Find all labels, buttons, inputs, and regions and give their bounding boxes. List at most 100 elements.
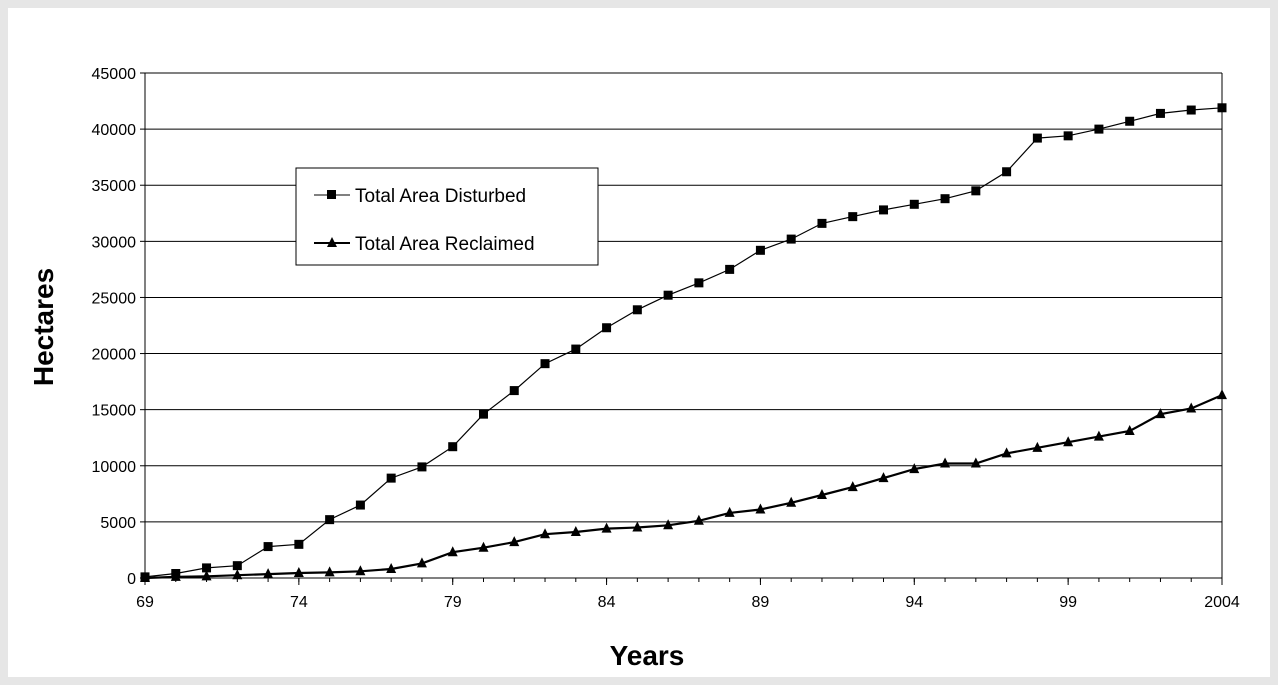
data-point-disturbed	[263, 542, 273, 552]
data-point-reclaimed	[386, 563, 397, 574]
y-tick-label: 20000	[92, 347, 137, 364]
series-line-reclaimed	[144, 394, 1223, 580]
data-point-reclaimed	[570, 525, 581, 536]
x-tick-label: 89	[752, 594, 770, 611]
data-point-disturbed	[509, 386, 519, 396]
data-point-reclaimed	[847, 481, 858, 492]
data-point-reclaimed	[786, 496, 797, 507]
data-point-disturbed	[540, 359, 550, 369]
legend-label-reclaimed: Total Area Reclaimed	[355, 234, 535, 255]
data-point-disturbed	[232, 561, 242, 571]
data-point-reclaimed	[1155, 408, 1166, 419]
y-tick-label: 5000	[100, 515, 136, 532]
chart-panel	[8, 8, 1270, 677]
y-tick-label: 45000	[92, 66, 137, 83]
data-point-reclaimed	[878, 472, 889, 483]
series-line-disturbed	[144, 107, 1223, 578]
data-point-disturbed	[1155, 108, 1165, 118]
y-tick-label: 10000	[92, 459, 137, 476]
x-tick-label: 2004	[1204, 594, 1240, 611]
data-point-disturbed	[909, 199, 919, 209]
data-point-reclaimed	[201, 570, 212, 581]
data-point-disturbed	[817, 218, 827, 228]
data-point-disturbed	[725, 264, 735, 274]
data-point-disturbed	[663, 290, 673, 300]
data-point-reclaimed	[1217, 389, 1227, 400]
data-point-disturbed	[1032, 133, 1042, 143]
y-axis-title: Hectares	[28, 268, 59, 386]
data-point-reclaimed	[140, 572, 150, 582]
data-point-disturbed	[1002, 167, 1012, 177]
data-point-reclaimed	[724, 506, 735, 517]
legend-label-disturbed: Total Area Disturbed	[355, 186, 526, 207]
data-point-reclaimed	[632, 521, 643, 532]
data-point-reclaimed	[755, 503, 766, 514]
data-point-disturbed	[294, 539, 304, 549]
series-layer	[140, 103, 1227, 582]
data-point-reclaimed	[1001, 447, 1012, 458]
data-point-reclaimed	[170, 570, 181, 581]
data-point-disturbed	[325, 515, 335, 525]
data-point-disturbed	[755, 245, 765, 255]
data-point-reclaimed	[1124, 424, 1135, 435]
data-point-disturbed	[848, 212, 858, 222]
legend-marker-triangle	[327, 237, 337, 247]
data-point-reclaimed	[416, 557, 427, 568]
data-point-reclaimed	[601, 522, 612, 533]
x-tick-label: 84	[598, 594, 616, 611]
data-point-disturbed	[786, 234, 796, 244]
data-point-disturbed	[1186, 105, 1196, 115]
legend-marker-square	[327, 190, 336, 199]
data-point-reclaimed	[478, 541, 489, 552]
data-point-disturbed	[571, 344, 581, 354]
x-axis-title: Years	[610, 640, 685, 671]
legend: Total Area Disturbed Total Area Reclaime…	[295, 167, 599, 266]
x-tick-label: 79	[444, 594, 462, 611]
data-point-disturbed	[632, 305, 642, 315]
data-point-reclaimed	[663, 519, 674, 530]
x-tick-label: 99	[1059, 594, 1077, 611]
y-tick-label: 0	[127, 571, 136, 588]
data-point-reclaimed	[1032, 441, 1043, 452]
data-point-disturbed	[202, 563, 212, 573]
y-tick-label: 15000	[92, 403, 137, 420]
data-point-reclaimed	[263, 568, 274, 579]
data-point-disturbed	[940, 194, 950, 204]
data-point-reclaimed	[693, 514, 704, 525]
y-tick-label: 30000	[92, 234, 137, 251]
x-tick-label: 74	[290, 594, 308, 611]
data-point-disturbed	[1125, 116, 1135, 126]
x-axis-ticks: 69 74 79 84 89 94 99 2004	[136, 578, 1240, 611]
data-point-disturbed	[448, 442, 458, 452]
data-point-reclaimed	[232, 569, 243, 580]
data-point-reclaimed	[447, 546, 458, 557]
data-point-disturbed	[417, 462, 427, 472]
y-tick-label: 25000	[92, 290, 137, 307]
data-point-disturbed	[386, 473, 396, 483]
data-point-reclaimed	[1093, 430, 1104, 441]
data-point-disturbed	[1094, 124, 1104, 134]
data-point-reclaimed	[540, 528, 551, 539]
data-point-reclaimed	[909, 463, 920, 474]
data-point-disturbed	[1217, 103, 1227, 113]
data-point-disturbed	[355, 500, 365, 510]
data-point-disturbed	[478, 409, 488, 419]
y-tick-label: 40000	[92, 122, 137, 139]
data-point-disturbed	[602, 323, 612, 333]
data-point-reclaimed	[970, 457, 981, 468]
y-axis-ticks: 0 5000 10000 15000 20000 25000 30000 35000 40000…	[92, 66, 145, 588]
data-point-disturbed	[971, 186, 981, 196]
x-tick-label: 69	[136, 594, 154, 611]
data-point-reclaimed	[509, 536, 520, 547]
y-tick-label: 35000	[92, 178, 137, 195]
data-point-reclaimed	[940, 457, 951, 468]
data-point-reclaimed	[1186, 402, 1197, 413]
data-point-reclaimed	[1063, 436, 1074, 447]
data-point-reclaimed	[816, 488, 827, 499]
legend-box	[295, 167, 599, 266]
data-point-disturbed	[1063, 131, 1073, 141]
x-tick-label: 94	[905, 594, 923, 611]
data-point-reclaimed	[324, 566, 335, 577]
